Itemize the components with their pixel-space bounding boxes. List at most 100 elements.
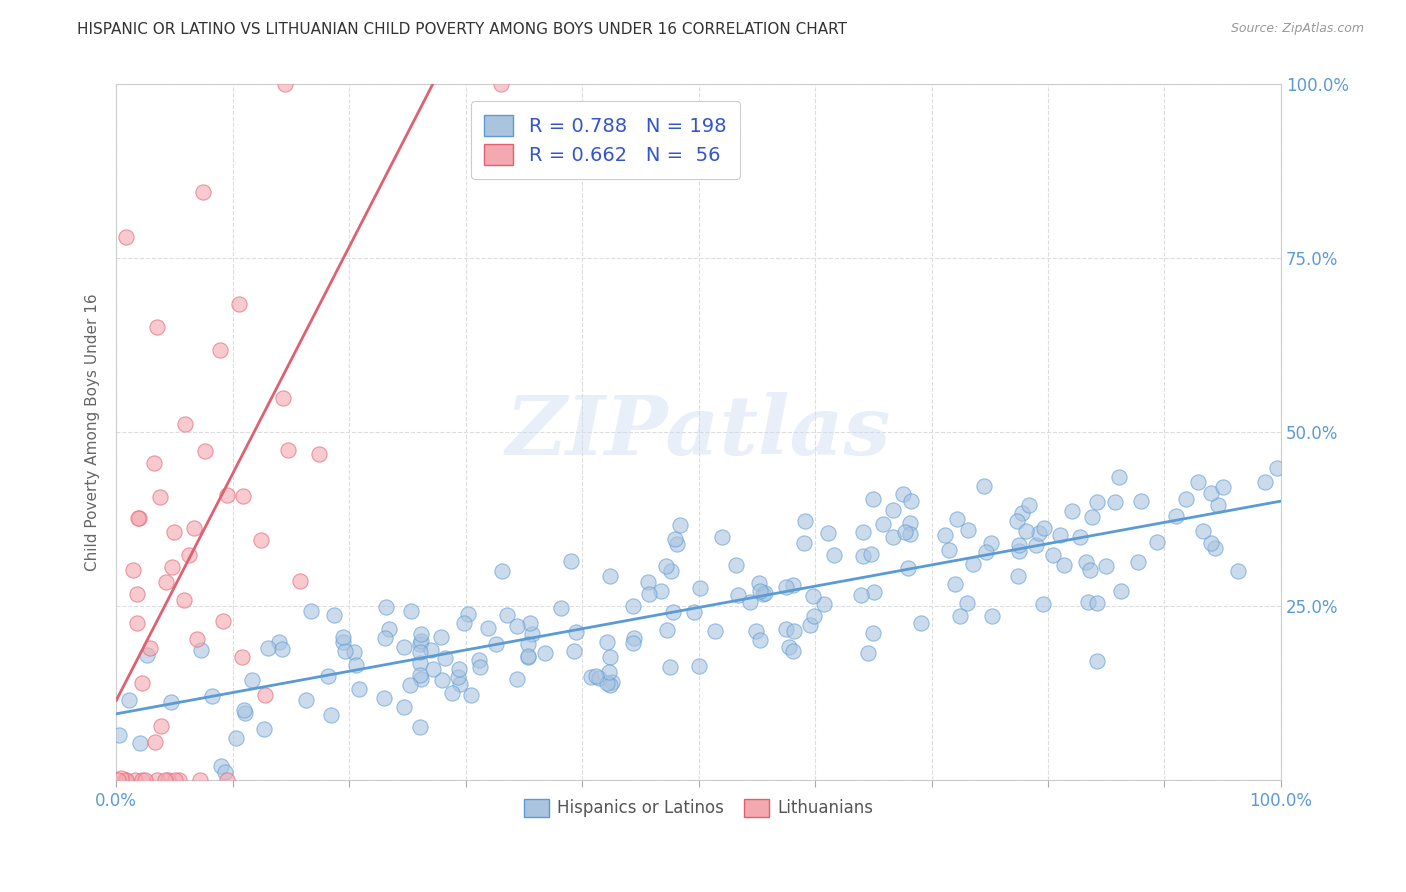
Point <box>131 676 153 690</box>
Point <box>704 624 727 638</box>
Point <box>430 673 453 688</box>
Point <box>775 580 797 594</box>
Point <box>664 532 686 546</box>
Point <box>114 773 136 788</box>
Point <box>980 608 1002 623</box>
Point <box>1025 538 1047 552</box>
Point <box>1265 460 1288 475</box>
Point <box>129 735 152 749</box>
Point <box>1164 508 1187 523</box>
Point <box>163 524 186 539</box>
Point <box>657 624 679 638</box>
Point <box>449 677 471 691</box>
Point <box>231 650 253 665</box>
Point <box>139 641 162 656</box>
Point <box>271 391 294 405</box>
Point <box>506 619 529 633</box>
Point <box>1199 535 1222 549</box>
Point <box>299 604 322 618</box>
Point <box>214 765 236 780</box>
Point <box>910 616 932 631</box>
Point <box>294 693 316 707</box>
Point <box>433 651 456 665</box>
Point <box>898 516 921 530</box>
Point <box>394 640 416 654</box>
Point <box>637 575 659 590</box>
Point <box>1191 524 1213 538</box>
Point <box>155 575 177 590</box>
Point <box>240 673 263 688</box>
Point <box>375 600 398 615</box>
Point <box>453 616 475 631</box>
Point <box>882 530 904 544</box>
Point <box>270 641 292 656</box>
Point <box>1109 584 1132 599</box>
Point <box>142 456 165 470</box>
Point <box>897 560 920 574</box>
Point <box>1049 527 1071 541</box>
Point <box>813 597 835 611</box>
Point <box>748 584 770 599</box>
Point <box>441 685 464 699</box>
Point <box>938 542 960 557</box>
Point <box>900 494 922 508</box>
Point <box>623 631 645 645</box>
Point <box>621 599 644 614</box>
Point <box>1060 504 1083 518</box>
Point <box>447 662 470 676</box>
Point <box>1077 595 1099 609</box>
Point <box>794 514 817 528</box>
Point <box>409 656 432 670</box>
Point <box>1254 475 1277 490</box>
Point <box>1085 654 1108 668</box>
Point <box>1014 524 1036 539</box>
Point <box>342 43 364 57</box>
Point <box>1032 597 1054 611</box>
Point <box>149 490 172 504</box>
Point <box>167 773 190 788</box>
Point <box>217 773 239 788</box>
Point <box>596 675 619 690</box>
Point <box>253 689 276 703</box>
Point <box>1011 507 1033 521</box>
Point <box>209 343 232 357</box>
Point <box>186 632 208 646</box>
Point <box>585 669 607 683</box>
Point <box>190 643 212 657</box>
Point <box>429 630 451 644</box>
Point <box>250 533 273 548</box>
Point <box>165 773 187 788</box>
Point <box>477 621 499 635</box>
Point <box>860 547 883 561</box>
Point <box>399 604 422 618</box>
Point <box>1199 486 1222 500</box>
Point <box>1095 558 1118 573</box>
Point <box>688 659 710 673</box>
Point <box>392 700 415 714</box>
Point <box>150 719 173 733</box>
Point <box>740 595 762 609</box>
Point <box>333 644 356 658</box>
Point <box>1007 515 1029 529</box>
Point <box>655 558 678 573</box>
Point <box>332 631 354 645</box>
Point <box>201 689 224 703</box>
Point <box>1087 596 1109 610</box>
Point <box>409 672 432 686</box>
Point <box>188 773 211 788</box>
Point <box>550 601 572 615</box>
Point <box>934 528 956 542</box>
Point <box>1130 493 1153 508</box>
Point <box>157 773 180 788</box>
Point <box>1126 555 1149 569</box>
Point <box>562 644 585 658</box>
Point <box>1042 548 1064 562</box>
Point <box>1069 531 1091 545</box>
Point <box>817 525 839 540</box>
Point <box>579 670 602 684</box>
Point <box>409 645 432 659</box>
Point <box>135 648 157 663</box>
Point <box>225 731 247 745</box>
Point <box>946 511 969 525</box>
Point <box>1187 475 1209 490</box>
